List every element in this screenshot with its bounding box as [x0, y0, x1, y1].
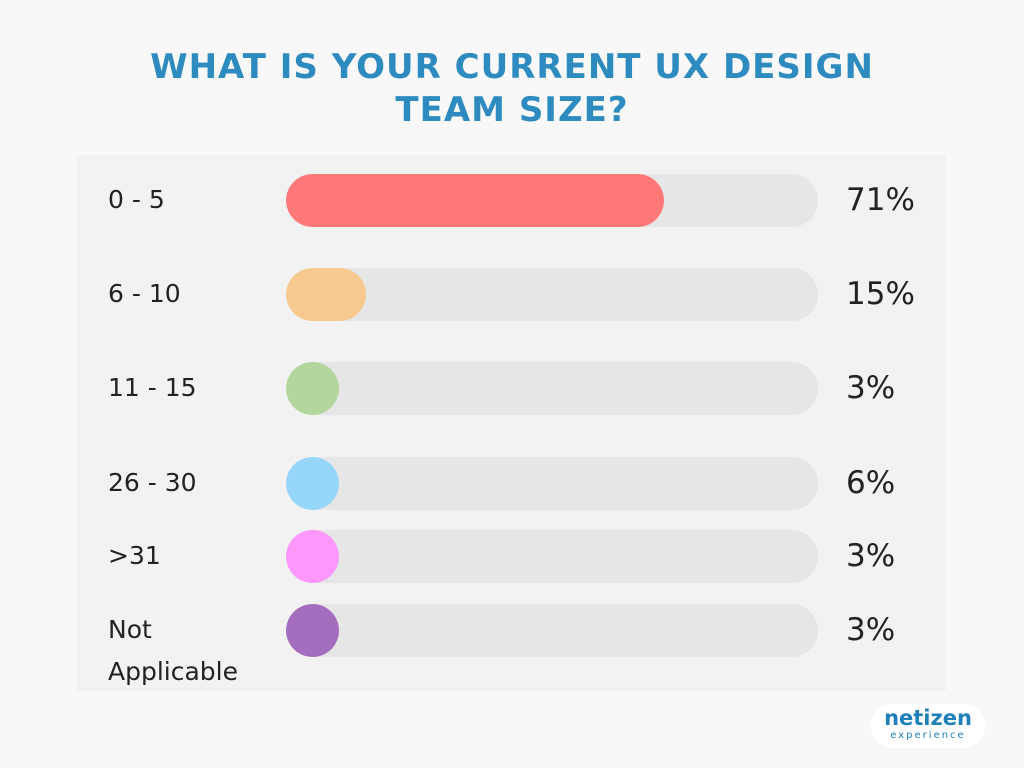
- bar-track: [286, 174, 818, 227]
- bar-track: [286, 530, 818, 583]
- bar: [286, 530, 339, 583]
- bar: [286, 604, 339, 657]
- netizen-logo: netizen experience: [871, 704, 985, 748]
- logo-wordmark: netizen: [884, 706, 972, 730]
- bar-track: [286, 457, 818, 510]
- bar: [286, 362, 339, 415]
- bar: [286, 268, 366, 321]
- logo-subtitle: experience: [890, 730, 966, 741]
- bar-track: [286, 362, 818, 415]
- value-label: 3%: [846, 612, 896, 648]
- bar: [286, 457, 339, 510]
- chart-title: WHAT IS YOUR CURRENT UX DESIGN TEAM SIZE…: [0, 46, 1024, 132]
- category-label: 0 - 5: [108, 185, 165, 214]
- category-label: 11 - 15: [108, 373, 197, 402]
- value-label: 3%: [846, 538, 896, 574]
- value-label: 71%: [846, 182, 915, 218]
- category-label: Not Applicable: [108, 615, 238, 686]
- value-label: 6%: [846, 465, 896, 501]
- chart-panel: [77, 155, 946, 691]
- chart-title-line-1: WHAT IS YOUR CURRENT UX DESIGN: [150, 47, 874, 87]
- category-label: 6 - 10: [108, 279, 181, 308]
- value-label: 3%: [846, 370, 896, 406]
- category-label: 26 - 30: [108, 468, 197, 497]
- chart-title-line-2: TEAM SIZE?: [395, 90, 629, 130]
- bar: [286, 174, 664, 227]
- bar-track: [286, 604, 818, 657]
- value-label: 15%: [846, 276, 915, 312]
- category-label: >31: [108, 541, 161, 570]
- bar-track: [286, 268, 818, 321]
